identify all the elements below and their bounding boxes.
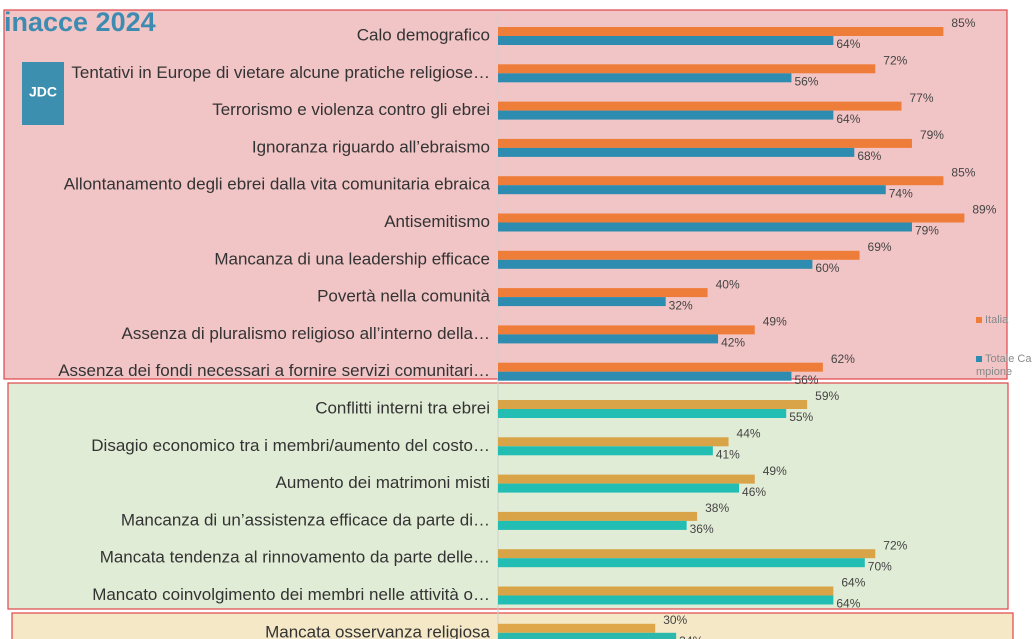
category-label: Terrorismo e violenza contro gli ebrei — [212, 100, 490, 119]
bar — [498, 474, 755, 484]
bar — [498, 213, 965, 223]
value-label: 59% — [815, 389, 839, 403]
value-label: 56% — [794, 373, 818, 387]
value-label: 44% — [737, 426, 761, 440]
category-label: Assenza dei fondi necessari a fornire se… — [58, 361, 490, 380]
bar — [498, 176, 944, 186]
value-label: 85% — [951, 165, 975, 179]
value-label: 55% — [789, 410, 813, 424]
bar — [498, 623, 656, 633]
bar — [498, 409, 787, 418]
value-label: 72% — [883, 53, 907, 67]
logo-text: JDC — [29, 84, 57, 100]
value-label: 77% — [909, 91, 933, 105]
bar — [498, 325, 755, 335]
category-label: Calo demografico — [357, 25, 490, 44]
value-label: 32% — [669, 298, 693, 312]
group-highlight — [7, 382, 1009, 610]
bar — [498, 520, 687, 530]
bar — [498, 36, 834, 45]
bar — [498, 27, 944, 36]
category-label: Assenza di pluralismo religioso all’inte… — [121, 324, 490, 343]
value-label: 36% — [690, 522, 714, 536]
bar — [498, 483, 740, 493]
bar — [498, 632, 677, 639]
value-label: 64% — [841, 576, 865, 590]
category-label: Tentativi in Europe di vietare alcune pr… — [71, 63, 490, 82]
value-label: 60% — [815, 261, 839, 275]
value-label: 79% — [915, 224, 939, 238]
value-label: 64% — [836, 597, 860, 611]
bar — [498, 400, 808, 409]
bar — [498, 64, 876, 74]
legend-label: Totale Campione — [976, 353, 1032, 378]
category-label: Mancanza di un’assistenza efficace da pa… — [121, 510, 490, 529]
category-label: Mancanza di una leadership efficace — [214, 249, 490, 268]
category-label: Mancata tendenza al rinnovamento da part… — [100, 548, 490, 567]
bar — [498, 185, 886, 195]
value-label: 79% — [920, 128, 944, 142]
value-label: 85% — [951, 16, 975, 30]
value-label: 64% — [836, 37, 860, 51]
category-label: Ignoranza riguardo all’ebraismo — [252, 137, 490, 156]
bar — [498, 362, 823, 372]
value-label: 40% — [716, 277, 740, 291]
value-label: 42% — [721, 336, 745, 350]
legend: Italia Totale Campione — [976, 314, 1032, 405]
bar — [498, 222, 912, 232]
value-label: 38% — [705, 501, 729, 515]
category-label: Mancato coinvolgimento dei membri nelle … — [92, 585, 490, 604]
bar — [498, 371, 792, 381]
bar — [498, 334, 719, 344]
bar — [498, 250, 860, 260]
legend-swatch — [976, 356, 982, 362]
value-label: 89% — [972, 203, 996, 217]
bar — [498, 147, 855, 157]
legend-swatch — [976, 317, 982, 323]
category-label: Mancata osservanza religiosa — [265, 622, 490, 639]
bar — [498, 549, 876, 559]
value-label: 72% — [883, 538, 907, 552]
value-label: 46% — [742, 485, 766, 499]
value-label: 41% — [716, 447, 740, 461]
bar — [498, 558, 865, 568]
value-label: 68% — [857, 149, 881, 163]
legend-item: Totale Campione — [976, 353, 1032, 379]
bar — [498, 595, 834, 605]
value-label: 74% — [889, 186, 913, 200]
logo — [22, 62, 64, 125]
bar — [498, 511, 698, 521]
category-label: Povertà nella comunità — [317, 287, 490, 306]
bar — [498, 446, 713, 456]
bar — [498, 101, 902, 111]
category-label: Disagio economico tra i membri/aumento d… — [91, 436, 490, 455]
bar — [498, 73, 792, 83]
category-label: Allontanamento degli ebrei dalla vita co… — [64, 175, 491, 194]
bar — [498, 586, 834, 596]
value-label: 64% — [836, 112, 860, 126]
value-label: 69% — [868, 240, 892, 254]
bar — [498, 288, 708, 298]
legend-item: Italia — [976, 314, 1032, 327]
value-label: 56% — [794, 74, 818, 88]
category-label: Conflitti interni tra ebrei — [315, 398, 490, 417]
value-label: 70% — [868, 559, 892, 573]
value-label: 49% — [763, 315, 787, 329]
bar — [498, 437, 729, 447]
title: inacce 2024 — [4, 7, 156, 37]
category-label: Aumento dei matrimoni misti — [276, 473, 490, 492]
value-label: 30% — [663, 613, 687, 627]
value-label: 49% — [763, 464, 787, 478]
value-label: 34% — [679, 634, 703, 639]
legend-label: Italia — [985, 314, 1009, 326]
category-label: Antisemitismo — [384, 212, 490, 231]
value-label: 62% — [831, 352, 855, 366]
bar — [498, 297, 666, 307]
bar — [498, 138, 912, 148]
bar — [498, 110, 834, 120]
bar — [498, 259, 813, 269]
